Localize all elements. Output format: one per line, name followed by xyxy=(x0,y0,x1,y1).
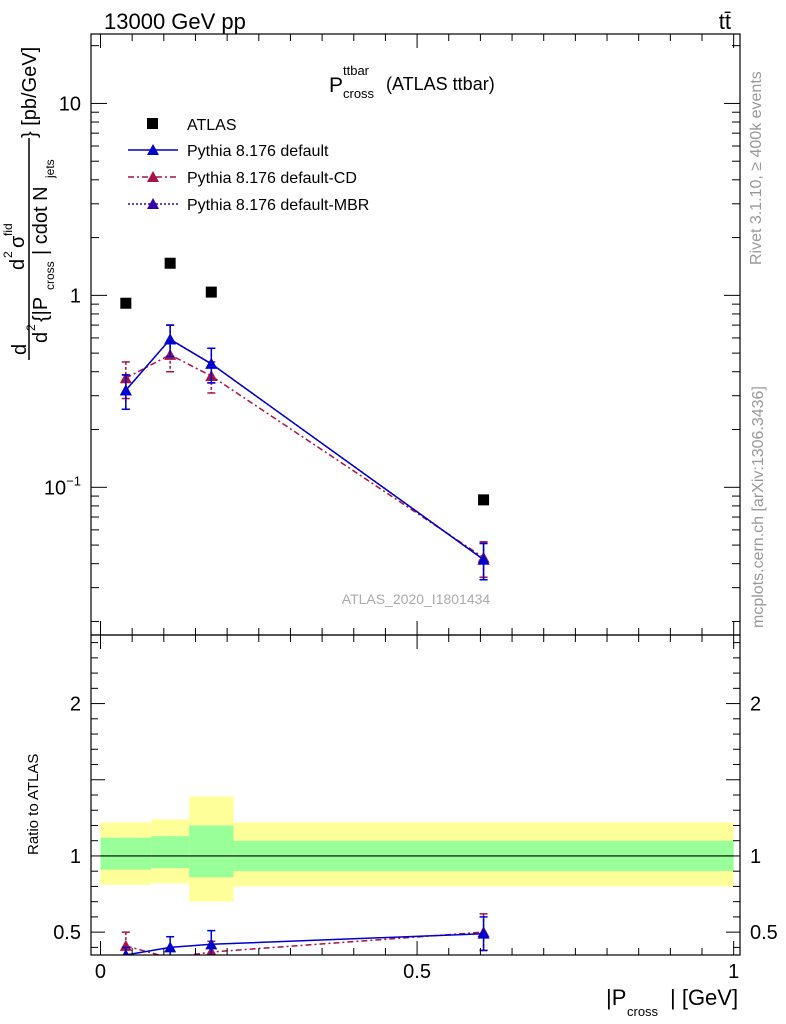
atlas-data-point-2 xyxy=(205,286,217,298)
main-y-tick-label-10: 10 xyxy=(59,93,81,115)
main-y-tick-label-1: 1 xyxy=(70,285,81,307)
ylabel-den-pre: d xyxy=(30,332,52,343)
main-pythia-8-176-default-point-1 xyxy=(164,333,177,345)
ylabel-suffix: } [pb/GeV] xyxy=(19,47,41,138)
atlas-data-point-3 xyxy=(478,494,490,506)
main-y-tick-label-0.1: 10−1 xyxy=(44,473,81,499)
title-sub: cross xyxy=(343,86,375,101)
legend-marker-default xyxy=(147,144,159,155)
ratio-pythia-8-176-default-point-3 xyxy=(477,927,490,939)
atlas-data-point-1 xyxy=(164,257,176,269)
ratio-band-inner-1 xyxy=(151,836,190,869)
legend: ATLAS Pythia 8.176 default Pythia 8.176 … xyxy=(128,117,369,214)
title-suffix: (ATLAS ttbar) xyxy=(386,74,495,94)
analysis-watermark: ATLAS_2020_I1801434 xyxy=(342,591,491,607)
x-axis-label: |P cross | [GeV] xyxy=(606,985,738,1019)
ratio-pythia-8-176-default-point-2 xyxy=(205,938,218,950)
ratio-panel-data xyxy=(119,913,490,955)
x-tick-label-0: 0 xyxy=(95,961,106,983)
legend-marker-atlas xyxy=(147,118,158,129)
plot-title: P ttbar cross (ATLAS ttbar) xyxy=(329,63,495,101)
main-pythia-8-176-default-cd-line xyxy=(125,353,485,559)
header-process: tt̄ xyxy=(719,9,731,34)
ylabel-num: d xyxy=(7,259,29,270)
ratio-y-tick-label-left-1: 1 xyxy=(70,846,81,868)
ratio-band-inner-0 xyxy=(100,837,152,870)
x-tick-label-0.5: 0.5 xyxy=(403,961,431,983)
atlas-data-point-0 xyxy=(120,297,132,309)
main-pythia-8-176-default-point-0 xyxy=(119,384,132,396)
title-sup: ttbar xyxy=(343,63,370,78)
title-main: P xyxy=(329,74,343,97)
ylabel-prefix: d xyxy=(9,344,31,355)
rivet-label: Rivet 3.1.10, ≥ 400k events xyxy=(748,71,765,265)
ratio-y-tick-label-left-0.5: 0.5 xyxy=(53,922,81,944)
xlabel-sub: cross xyxy=(627,1004,659,1019)
main-pythia-8-176-default-point-2 xyxy=(205,357,218,369)
ylabel-den-mid: {|P xyxy=(30,297,52,322)
ratio-uncertainty-bands xyxy=(100,796,734,902)
main-panel-data xyxy=(119,257,490,581)
ratio-y-tick-label-left-2: 2 xyxy=(70,694,81,716)
ylabel-den-sub: cross xyxy=(43,261,57,290)
xlabel-post: | [GeV] xyxy=(670,985,738,1010)
ylabel-num-sup: 2 xyxy=(1,251,15,258)
ratio-pythia-8-176-default-cd-line xyxy=(125,931,484,955)
main-pythia-8-176-default-line xyxy=(125,338,485,561)
ylabel-den-sup: 2 xyxy=(24,324,38,331)
header-energy: 13000 GeV pp xyxy=(104,9,246,34)
legend-label-default: Pythia 8.176 default xyxy=(187,143,329,160)
legend-label-mbr: Pythia 8.176 default-MBR xyxy=(187,197,369,214)
main-pythia-8-176-default-mbr-line xyxy=(125,338,485,561)
ratio-y-tick-label-right-2: 2 xyxy=(750,694,761,716)
legend-marker-cd xyxy=(147,171,159,182)
ylabel-den-post: | cdot N xyxy=(30,186,52,255)
main-ylabel: d d 2 σ fid d 2 {|P cross | cdot N jets … xyxy=(1,47,57,360)
axes: 0 0.5 1 10−1 1 10 0.5 0.5 1 1 2 2 xyxy=(44,33,778,983)
xlabel-pre: |P xyxy=(606,985,626,1010)
ratio-frame xyxy=(90,634,741,956)
ratio-y-tick-label-right-0.5: 0.5 xyxy=(750,922,778,944)
legend-label-atlas: ATLAS xyxy=(187,117,237,134)
ratio-band-inner-2 xyxy=(189,825,234,878)
ratio-pythia-8-176-default-line xyxy=(125,932,484,955)
ylabel-sigma: σ xyxy=(7,235,29,248)
ratio-ylabel: Ratio to ATLAS xyxy=(25,754,42,855)
ratio-y-tick-label-right-1: 1 xyxy=(750,846,761,868)
ylabel-den-sub2: jets xyxy=(43,159,57,179)
mcplots-label: mcplots.cern.ch [arXiv:1306.3436] xyxy=(750,386,767,628)
ratio-pythia-8-176-default-point-1 xyxy=(164,941,177,953)
legend-label-cd: Pythia 8.176 default-CD xyxy=(187,170,357,187)
legend-marker-mbr xyxy=(147,198,159,209)
main-pythia-8-176-default-point-3 xyxy=(477,553,490,565)
ratio-pythia-8-176-default-point-0 xyxy=(122,949,130,955)
ylabel-sigma-sup: fid xyxy=(1,223,15,236)
x-tick-label-1: 1 xyxy=(728,961,739,983)
